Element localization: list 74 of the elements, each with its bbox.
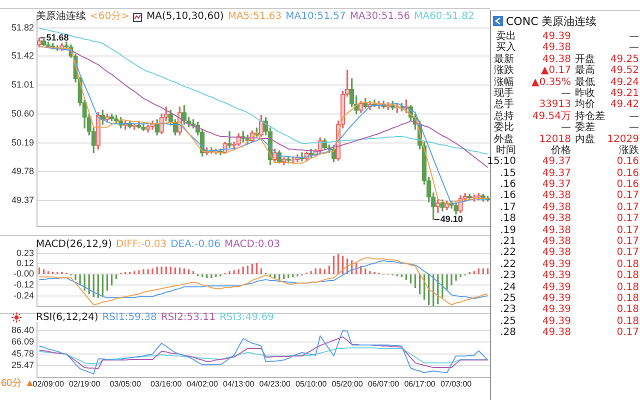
text: .24 49.39 0.18 bbox=[500, 282, 639, 293]
text: .16 49.38 0.17 bbox=[500, 190, 639, 202]
text: .15 49.37 0.16 bbox=[500, 168, 639, 179]
x-tick-label: 05/10:00 bbox=[295, 379, 328, 388]
text: MA10:51.57 bbox=[286, 11, 346, 23]
text: 时间 价格 涨跌 bbox=[496, 144, 639, 156]
text: .22 49.39 0.18 bbox=[500, 258, 639, 270]
text: .25 49.39 0.18 bbox=[500, 292, 639, 304]
text: DEA:-0.06 bbox=[170, 239, 221, 251]
text: RSI3:49.69 bbox=[219, 312, 274, 324]
text: 总手 33913 均价 49.42 bbox=[494, 99, 639, 110]
annotation: MACD:0.03 bbox=[224, 239, 280, 251]
text: .16 49.37 0.16 bbox=[500, 179, 639, 190]
y-tick-label: 50.60 bbox=[11, 108, 34, 118]
text: .21 49.38 0.17 bbox=[500, 236, 639, 248]
text: 委比 — 委差 — bbox=[494, 122, 639, 134]
annotation: 49.10 bbox=[440, 214, 463, 224]
text: 卖出 49.39 — bbox=[496, 31, 639, 42]
y-tick-label: 66.09 bbox=[11, 336, 34, 347]
text: .22 49.38 0.17 bbox=[500, 247, 639, 258]
text: 涨跌 ▲0.17 最高 49.52 bbox=[494, 65, 639, 76]
y-tick-label: 49.37 bbox=[11, 195, 34, 206]
text: .25 49.39 0.18 bbox=[500, 316, 639, 327]
annotation: 51.68 bbox=[46, 32, 69, 42]
text: .23 49.39 0.18 bbox=[500, 304, 639, 316]
y-tick-label: 50.19 bbox=[11, 137, 34, 148]
text: 最新 49.38 开盘 49.25 bbox=[494, 54, 639, 65]
chart-title: RSI(6,12,24) bbox=[36, 312, 98, 324]
text: CONC 美原油连续 bbox=[506, 14, 597, 28]
text: .17 49.38 0.17 bbox=[500, 202, 639, 213]
text: .19 49.38 0.17 bbox=[500, 224, 639, 236]
x-tick-label: 02/19:00 bbox=[68, 379, 101, 388]
x-tick-label: 02/09:00 bbox=[32, 379, 64, 388]
y-tick-label: 25.47 bbox=[11, 360, 34, 370]
chart-title: 美原油连续 bbox=[36, 11, 86, 23]
candlestick bbox=[227, 131, 232, 148]
x-tick-label: 05/20:00 bbox=[332, 379, 364, 388]
text: .18 49.38 0.17 bbox=[500, 213, 639, 224]
text: .28 49.38 0.17 bbox=[500, 327, 639, 338]
text: MA60:51.82 bbox=[414, 11, 474, 23]
chart-subtitle: <60分> bbox=[90, 11, 130, 23]
y-tick-label: 0.12 bbox=[16, 258, 34, 268]
text: 现手 — 昨收 49.21 bbox=[494, 88, 639, 99]
y-tick-label: 49.78 bbox=[11, 166, 34, 176]
text: 15:10 49.37 0.16 bbox=[487, 156, 639, 168]
x-tick-label: 06/17:00 bbox=[404, 379, 436, 388]
y-tick-label: -0.24 bbox=[13, 290, 34, 300]
x-tick-label: 04/13:00 bbox=[223, 379, 255, 388]
text: .23 49.39 0.18 bbox=[500, 270, 639, 282]
text: MA30:51.56 bbox=[350, 11, 410, 23]
text: RSI2:53.11 bbox=[160, 312, 216, 324]
x-tick-label: 06/07:00 bbox=[368, 379, 400, 388]
x-tick-label: 03/16:00 bbox=[150, 379, 182, 388]
text: 总持 49.54万 持仓差 — bbox=[494, 110, 639, 122]
text: 涨幅 ▲0.35% 最低 49.24 bbox=[494, 76, 639, 88]
y-tick-label: 51.01 bbox=[11, 80, 34, 90]
y-tick-label: 51.82 bbox=[11, 22, 34, 32]
x-tick-label: 04/02:00 bbox=[186, 379, 218, 388]
y-tick-label: -0.00 bbox=[13, 268, 34, 279]
x-tick-label: 03/05:00 bbox=[110, 379, 142, 388]
y-tick-label: 51.42 bbox=[11, 50, 34, 61]
y-tick-label: 0.23 bbox=[16, 248, 34, 258]
text: RSI1:59.38 bbox=[102, 312, 157, 324]
text: MA5:51.63 bbox=[228, 11, 282, 23]
chart-title: MACD(26,12,9) bbox=[36, 239, 112, 251]
legend-title: MA(5,10,30,60) bbox=[146, 11, 224, 23]
x-tick-label: 04/23:00 bbox=[259, 379, 291, 388]
y-tick-label: 45.78 bbox=[11, 348, 34, 358]
text: 买入 49.38 — bbox=[496, 42, 639, 54]
text: 外盘 12018 内盘 12029 bbox=[494, 134, 639, 145]
y-tick-label: -0.12 bbox=[13, 279, 34, 290]
y-tick-label: 86.40 bbox=[11, 324, 34, 335]
x-tick-label: 07/03:00 bbox=[440, 379, 472, 388]
text: DIFF:-0.03 bbox=[116, 239, 167, 251]
